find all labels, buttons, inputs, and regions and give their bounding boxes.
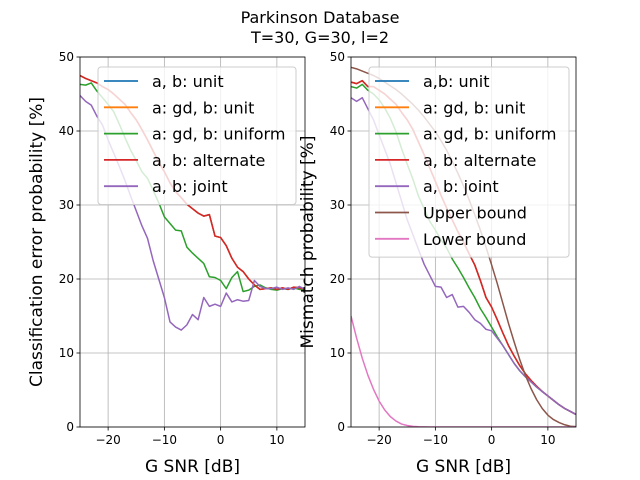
legend-entry: a: gd, b: uniform [152, 125, 285, 144]
legend-entry: a: gd, b: unit [152, 98, 254, 117]
y-axis-label: Mismatch probability [%] [298, 136, 318, 349]
x-tick-label: 0 [217, 433, 225, 447]
chart-panel-1: −20 −10 0 10 0 10 20 30 40 50 G SNR [dB] Classifica… [27, 50, 306, 477]
x-tick-label: −20 [95, 433, 120, 447]
axes-frame [79, 56, 306, 428]
y-tick-label: 10 [59, 346, 74, 360]
chart-panel-2: −20 −10 0 10 0 10 20 30 40 50 G SNR [dB] Mismatch p… [298, 50, 577, 477]
legend-box [368, 66, 570, 258]
legend-entry: a: gd, b: uniform [423, 125, 556, 144]
figure-title-line1: Parkinson Database [240, 8, 400, 27]
y-tick-label: 20 [59, 272, 74, 286]
y-tick-label: 20 [330, 272, 345, 286]
x-tick-label: 10 [540, 433, 555, 447]
legend: a, b: unit a: gd, b: unit a: gd, b: unifor… [97, 66, 297, 205]
x-tick-label: 0 [488, 433, 496, 447]
legend-entry: a, b: alternate [423, 151, 536, 170]
y-tick-label: 0 [66, 420, 74, 434]
x-axis-label: G SNR [dB] [416, 457, 511, 477]
y-tick-label: 40 [59, 124, 74, 138]
legend-entry: a,b: unit [423, 72, 490, 91]
y-tick-label: 30 [59, 198, 74, 212]
legend-box [97, 66, 297, 205]
x-tick-label: −10 [152, 433, 177, 447]
figure-title-line2: T=30, G=30, l=2 [250, 28, 390, 47]
legend-entry: a, b: unit [152, 72, 224, 91]
legend: a,b: unit a: gd, b: unit a: gd, b: uniform… [368, 66, 570, 258]
series-line-7 [351, 315, 576, 427]
y-tick-label: 0 [337, 420, 345, 434]
legend-entry: a, b: alternate [152, 151, 265, 170]
legend-entry: a, b: joint [152, 177, 228, 196]
legend-entry: Upper bound [423, 204, 527, 223]
legend-entry: a: gd, b: unit [423, 98, 525, 117]
legend-entry: Lower bound [423, 230, 526, 249]
x-tick-label: −20 [366, 433, 391, 447]
axes-frame [350, 56, 577, 428]
y-axis-label: Classification error probability [%] [27, 97, 47, 387]
x-tick-label: 10 [269, 433, 284, 447]
legend-entry: a, b: joint [423, 177, 499, 196]
y-tick-label: 50 [59, 50, 74, 64]
y-tick-label: 50 [330, 50, 345, 64]
y-tick-label: 30 [330, 198, 345, 212]
x-tick-label: −10 [423, 433, 448, 447]
x-axis-label: G SNR [dB] [145, 457, 240, 477]
y-tick-label: 40 [330, 124, 345, 138]
y-tick-label: 10 [330, 346, 345, 360]
